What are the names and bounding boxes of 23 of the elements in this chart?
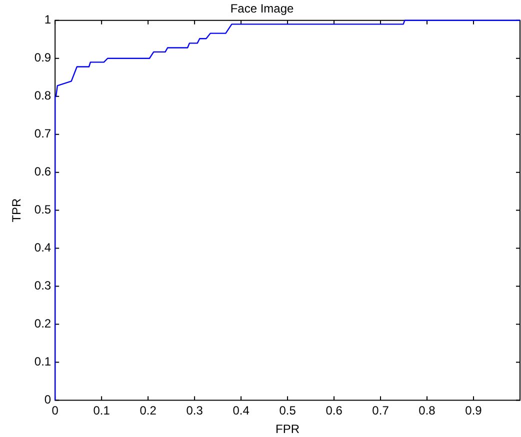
x-tick-label: 0.4 [232,404,250,418]
y-axis-title: TPR [10,198,24,222]
y-tick-label: 0.3 [34,278,52,293]
y-tick-label: 1 [44,12,52,27]
y-tick-label: 0.9 [34,50,52,65]
x-tick-label: 0.9 [465,404,482,418]
y-tick-label: 0.8 [34,88,52,103]
chart-title: Face Image [230,2,294,16]
y-tick-label: 0 [44,392,52,407]
x-tick-label: 0.6 [326,404,343,418]
y-tick-label: 0.5 [34,202,52,217]
x-tick-label: 0.5 [279,404,296,418]
y-tick-label: 0.7 [34,126,52,141]
x-tick-label: 0.2 [140,404,157,418]
y-tick-label: 0.4 [34,240,52,255]
y-tick-label: 0.2 [34,316,52,331]
x-axis-title: FPR [276,422,300,436]
x-tick-label: 0.8 [418,404,436,418]
x-tick-label: 0.7 [372,404,390,418]
x-tick-label: 0.3 [186,404,204,418]
x-tick-label: 0.1 [93,404,110,418]
y-tick-label: 0.1 [34,354,52,369]
y-tick-label: 0.6 [34,164,52,179]
